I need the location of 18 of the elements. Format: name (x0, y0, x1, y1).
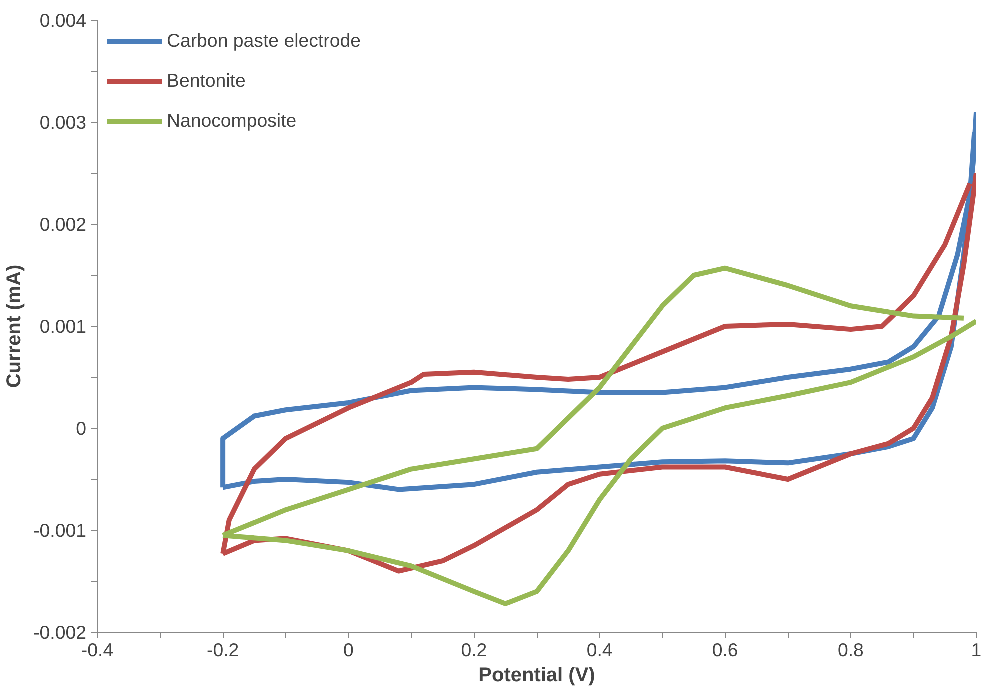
legend-label: Carbon paste electrode (167, 30, 361, 52)
x-tick-label: 0.6 (712, 640, 738, 660)
y-tick-label: 0.004 (40, 10, 86, 31)
x-tick-label: 0 (343, 640, 354, 660)
legend-label: Bentonite (167, 70, 246, 92)
y-tick-label: 0.002 (40, 214, 86, 235)
y-tick-label: -0.001 (34, 520, 87, 541)
x-tick-label: 1 (971, 640, 982, 660)
y-tick-label: 0 (76, 418, 87, 439)
x-tick-label: 0.4 (586, 640, 613, 660)
legend-label: Nanocomposite (167, 110, 297, 132)
x-tick-label: 0.2 (461, 640, 488, 660)
x-axis-title: Potential (V) (478, 664, 596, 686)
y-tick-label: 0.003 (40, 112, 86, 133)
y-tick-label: 0.001 (40, 316, 86, 337)
y-axis-title: Current (mA) (4, 264, 26, 388)
x-tick-label: 0.8 (838, 640, 864, 660)
x-tick-label: -0.2 (207, 640, 240, 660)
